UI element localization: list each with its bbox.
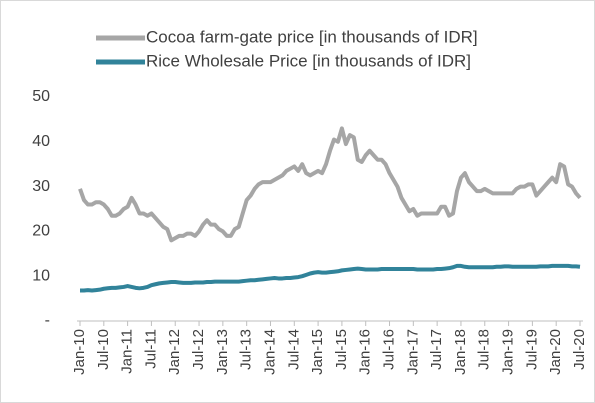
x-tick-label: Jul-18 xyxy=(476,329,493,370)
x-tick-label: Jul-15 xyxy=(333,329,350,370)
x-tick-label: Jan-15 xyxy=(309,329,326,375)
series-line xyxy=(80,263,581,293)
y-tick-label: 50 xyxy=(32,88,50,105)
x-tick-label: Jul-14 xyxy=(285,329,302,370)
x-tick-label: Jul-17 xyxy=(428,329,445,370)
legend-label: Cocoa farm-gate price [in thousands of I… xyxy=(146,27,478,46)
x-tick-label: Jul-11 xyxy=(142,329,159,369)
x-tick-label: Jan-19 xyxy=(500,329,517,375)
y-tick-label: - xyxy=(45,312,50,329)
x-tick-label: Jan-16 xyxy=(357,329,374,375)
x-tick-label: Jul-19 xyxy=(523,329,540,370)
x-tick-label: Jan-11 xyxy=(119,329,136,374)
y-tick-label: 10 xyxy=(32,267,50,284)
y-tick-label: 20 xyxy=(32,223,50,240)
x-tick-label: Jan-20 xyxy=(547,329,564,375)
y-tick-label: 30 xyxy=(32,178,50,195)
y-tick-label: 40 xyxy=(32,133,50,150)
x-tick-label: Jan-13 xyxy=(214,329,231,375)
legend-label: Rice Wholesale Price [in thousands of ID… xyxy=(146,51,471,70)
x-tick-label: Jul-20 xyxy=(571,329,588,370)
x-tick-label: Jul-12 xyxy=(190,329,207,370)
series-line xyxy=(78,126,582,243)
x-tick-label: Jul-10 xyxy=(95,329,112,370)
x-tick-label: Jan-14 xyxy=(261,329,278,375)
x-tick-label: Jan-17 xyxy=(404,329,421,375)
x-tick-label: Jul-16 xyxy=(380,329,397,370)
x-tick-label: Jul-13 xyxy=(238,329,255,370)
x-tick-label: Jan-12 xyxy=(166,329,183,375)
x-tick-label: Jan-18 xyxy=(452,329,469,375)
x-tick-label: Jan-10 xyxy=(71,329,88,375)
